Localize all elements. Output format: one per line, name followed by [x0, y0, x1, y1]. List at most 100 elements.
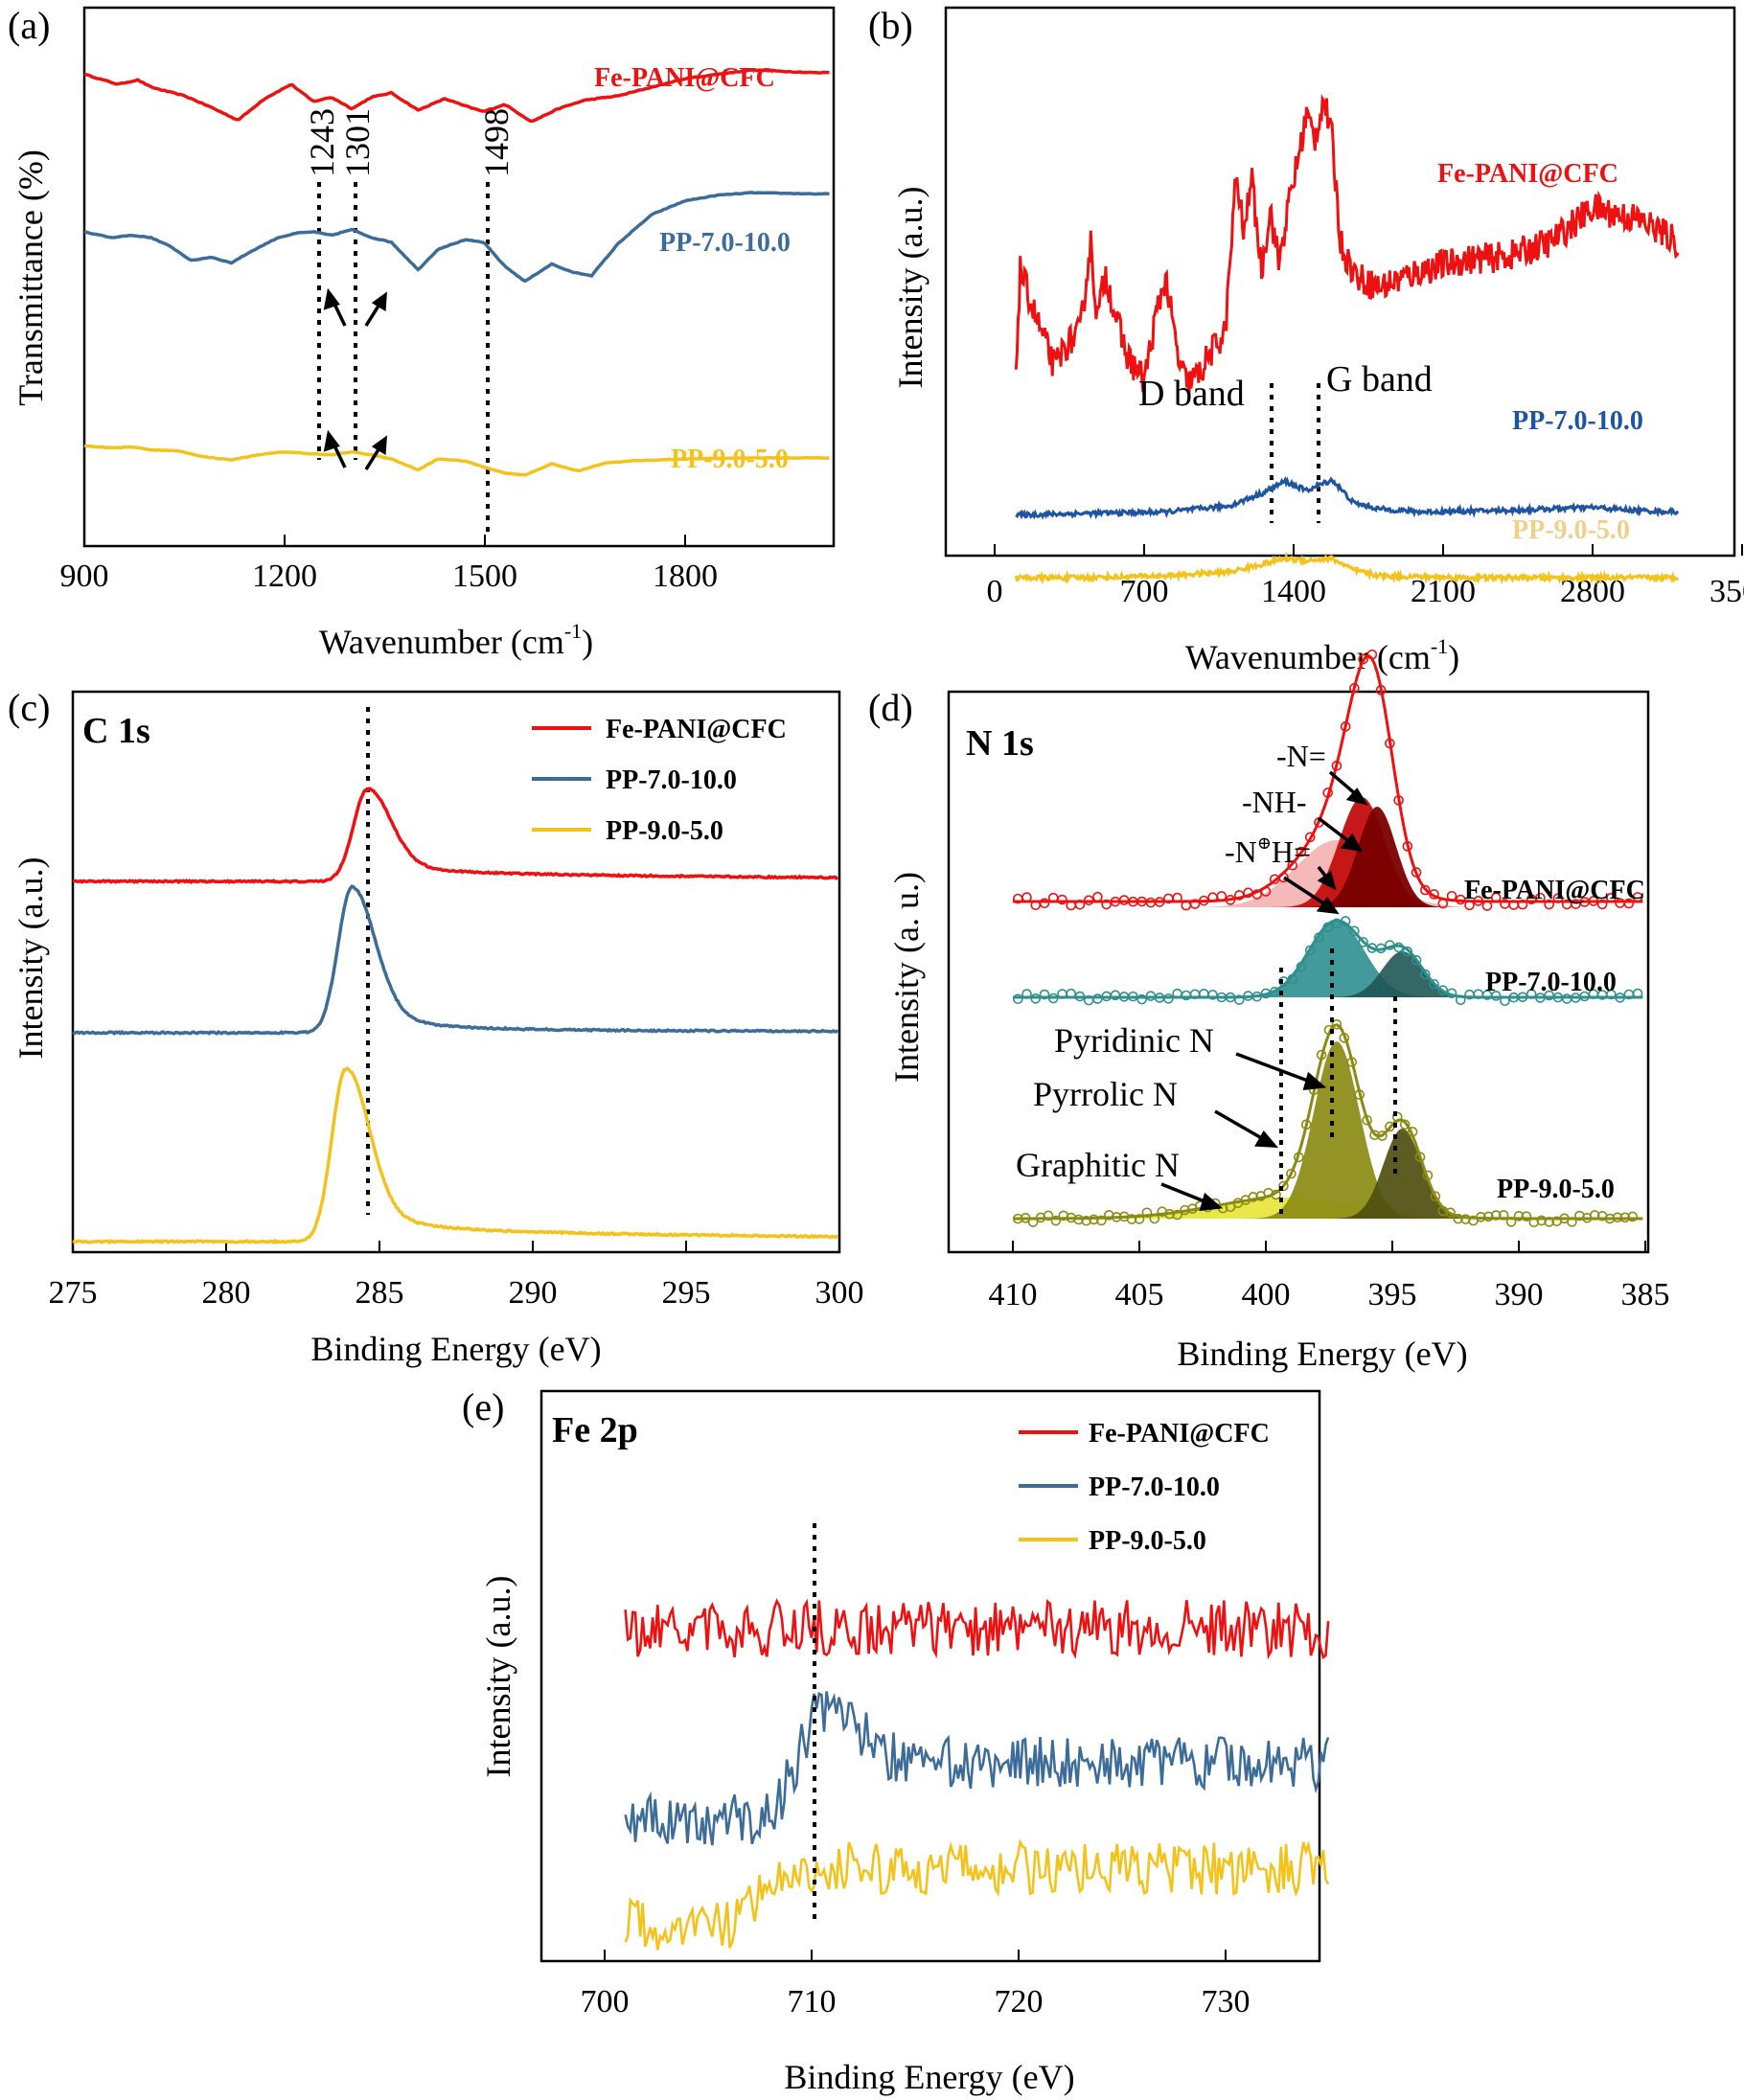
panel-d-fe-data-point [1083, 895, 1094, 906]
panel-d-fe-data-point [1429, 889, 1439, 900]
panel-b-line-pp7 [1015, 475, 1680, 520]
panel-d-fe-data-point [1411, 867, 1422, 878]
panel-d-pp9-data-point [1536, 1215, 1548, 1226]
panel-d-pp9-data-point [1399, 1119, 1411, 1130]
panel-d-pp7-data-point [1429, 978, 1439, 990]
panel-b-xtick-label: 3500 [1710, 574, 1744, 609]
panel-d-fe-data-point [1101, 899, 1112, 910]
panel-d-pp9-data-point [1430, 1191, 1441, 1202]
panel-d-arrowhead [1317, 871, 1337, 891]
panel-c-line-fe [72, 787, 839, 885]
panel-d-species-label: Pyrrolic N [1033, 1075, 1178, 1113]
panel-d-pp7-data-point [1225, 992, 1236, 1003]
panel-b-series [1014, 94, 1680, 585]
panel-d-pp7-data-point [1030, 993, 1042, 1004]
panel-d-xtick-label: 395 [1368, 1277, 1417, 1312]
panel-a-peak-label: 1498 [477, 108, 516, 177]
panel-d-pp7-data-point [1331, 918, 1342, 929]
panel-d-fe-data-point [1375, 685, 1387, 696]
panel-d-pp7-data-point [1340, 916, 1351, 926]
panel-a-line-pp7 [83, 191, 830, 284]
panel-d-pp9-data-point [1453, 1213, 1463, 1224]
panel-b-line-fe [1014, 94, 1680, 396]
panel-d-fe-data-point [1393, 795, 1404, 806]
panel-c-xtick-label: 275 [49, 1275, 98, 1311]
panel-d-letter: (d) [868, 686, 913, 729]
panel-e-xtick-label: 710 [788, 1984, 837, 2020]
panel-d-fe-data-point [1296, 846, 1307, 857]
panel-a-legend-pp9: PP-9.0-5.0 [671, 445, 789, 474]
panel-d-pp9-data-point [1407, 1127, 1418, 1137]
panel-b-band-label-d: D band [1138, 374, 1245, 414]
panel-d-fe-data-point [1358, 653, 1368, 665]
panel-d-fe-data-point [1455, 894, 1466, 905]
panel-d-pp9-data-point [1294, 1152, 1304, 1163]
panel-d-pp9-data-point [1369, 1130, 1380, 1141]
panel-d-pp7-data-point [1039, 989, 1050, 1000]
panel-d-fe-data-point [1340, 721, 1351, 732]
panel-d-pp9-data-point [1505, 1217, 1517, 1227]
panel-d-pp7-data-point [1296, 961, 1307, 972]
panel-d-component-label-nh: -N⊕H= [1225, 833, 1311, 869]
panel-c-axes-frame [71, 690, 841, 1254]
panel-d-pp7-data-point [1021, 989, 1032, 999]
panel-d-pp7-data-point [1455, 994, 1466, 1006]
panel-c-title: C 1s [82, 711, 150, 751]
panel-d-fe-data-point [1260, 886, 1272, 897]
panel-e-title: Fe 2p [552, 1410, 638, 1450]
panel-d-pp9-data-point [1521, 1211, 1532, 1221]
panel-d-pp7-data-point [1490, 991, 1502, 1001]
panel-d-pp9-data-point [1278, 1180, 1289, 1192]
panel-d-fe-data-point [1517, 899, 1528, 910]
panel-d-fe-data-point [1021, 892, 1032, 902]
panel-d-pp7-data-point [1092, 993, 1103, 1004]
panel-d-fe-data-point [1606, 892, 1617, 903]
panel-d-xticks: 410 405 400 395 390 385 [989, 1241, 1670, 1312]
panel-d-fe-data-point [1199, 895, 1209, 906]
panel-d-species-label: Pyridinic N [1054, 1021, 1214, 1060]
panel-a-arrowhead [371, 291, 388, 311]
panel-d-pp9-component-pyridinic [1013, 1041, 1645, 1219]
panel-d-xtick-label: 410 [989, 1277, 1038, 1312]
panel-d-xtick-label: 390 [1495, 1277, 1544, 1312]
panel-c-line-pp7 [71, 884, 839, 1036]
panel-d-pp7-data-point [1526, 989, 1537, 999]
panel-d-pp7-data-point [1304, 945, 1316, 956]
panel-d-fe-data-point [1402, 841, 1413, 852]
panel-d-fe-data-point [1544, 899, 1554, 910]
panel-d-species-arrows [1160, 1052, 1327, 1212]
panel-d-pp7-component-pyridinic [1013, 921, 1645, 997]
panel-d-fe-data-point [1287, 859, 1298, 871]
panel-e-xlabel: Binding Energy (eV) [784, 2058, 1074, 2096]
panel-c-letter: (c) [8, 686, 50, 729]
panel-d-arrowhead [1340, 833, 1364, 853]
panel-a: (a) 900 1200 1500 1800 Wavenumber (cm-1)… [8, 4, 836, 661]
panel-d-pp7-data-point [1136, 993, 1147, 1005]
panel-d-fe-data-point [1588, 896, 1599, 906]
panel-d-pp9-data-point [1020, 1213, 1031, 1223]
panel-d-pp7-data-point [1358, 937, 1368, 947]
panel-b: (b) 07001400210028003500 Wavenumber (cm-… [868, 4, 1744, 676]
panel-d-pp7-data-point [1066, 988, 1077, 999]
panel-a-line-fe [83, 68, 830, 124]
panel-d-pp9-data-point [1286, 1168, 1297, 1179]
panel-e-series [624, 1598, 1330, 1951]
panel-d-fe-data-point [1623, 898, 1635, 909]
panel-d-pp7-data-point [1500, 995, 1510, 1007]
panel-d-fe-data-point [1304, 832, 1316, 843]
panel-e: (e) Fe 2p 700 710 720 730 Binding Energy (e… [462, 1385, 1330, 2096]
panel-d-pp7-data-point [1393, 942, 1404, 953]
panel-a-series [83, 68, 830, 477]
panel-d-reference-lines [1279, 948, 1397, 1217]
panel-d-pp9-data-point [1172, 1209, 1182, 1221]
panel-d-pp9-data-point [1354, 1089, 1365, 1100]
panel-d-pp7-data-point [1251, 991, 1263, 1002]
panel-d-pp9-data-point [1134, 1214, 1145, 1224]
panel-b-xtick-label: 0 [987, 574, 1003, 609]
panel-c-xtick-label: 295 [662, 1275, 711, 1311]
panel-d-pp7-data-point [1402, 946, 1413, 957]
panel-e-xtick-label: 700 [581, 1984, 630, 2020]
panel-e-ylabel: Intensity (a.u.) [479, 1576, 517, 1778]
panel-d-series [1012, 649, 1645, 1228]
panel-d-arrowhead [1254, 1130, 1278, 1148]
